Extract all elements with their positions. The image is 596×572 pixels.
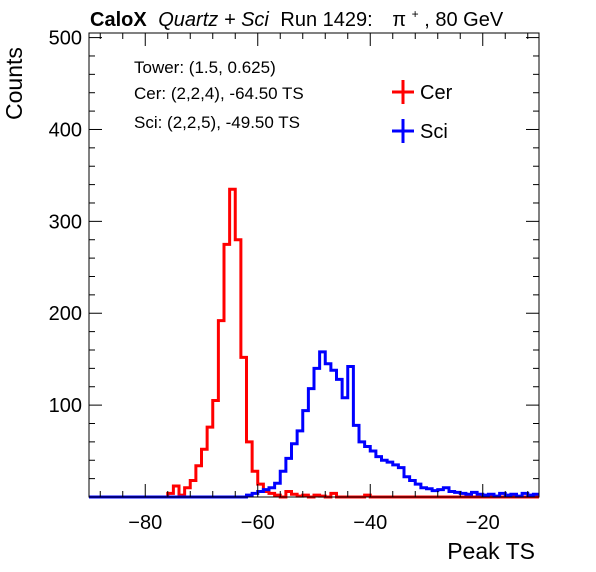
run-label: Run 1429: [280, 9, 372, 31]
brand-label: CaloX [90, 9, 147, 31]
y-tick-label: 500 [49, 28, 82, 50]
plot-frame [88, 32, 540, 498]
y-tick-label: 100 [49, 395, 82, 417]
sci-annotation: Sci: (2,2,5), -49.50 TS [134, 113, 300, 132]
legend-sci-label: Sci [420, 121, 448, 143]
particle-charge-label: + [412, 7, 419, 21]
particle-label: π [392, 9, 406, 31]
legend-cer-label: Cer [420, 82, 453, 104]
y-axis-label: Counts [1, 47, 27, 120]
x-tick-label: −40 [353, 512, 387, 534]
plot-area [89, 187, 539, 499]
detector-label: Quartz + Sci [158, 9, 269, 31]
x-tick-label: −80 [128, 512, 162, 534]
legend: Cer Sci [392, 80, 453, 143]
axes: −80 −60 −40 −20 100 200 300 400 500 [49, 28, 539, 534]
x-axis-label: Peak TS [447, 538, 535, 564]
y-tick-label: 300 [49, 211, 82, 233]
series-cer-histogram [89, 187, 539, 499]
y-tick-label: 200 [49, 303, 82, 325]
tower-annotation: Tower: (1.5, 0.625) [134, 58, 276, 77]
chart-header: CaloX Quartz + Sci Run 1429: π + , 80 Ge… [90, 1, 504, 31]
energy-label: , 80 GeV [424, 9, 504, 31]
cer-annotation: Cer: (2,2,4), -64.50 TS [134, 84, 304, 103]
x-tick-label: −60 [241, 512, 275, 534]
series-sci-histogram [89, 350, 539, 499]
y-tick-label: 400 [49, 119, 82, 141]
x-tick-label: −20 [466, 512, 500, 534]
